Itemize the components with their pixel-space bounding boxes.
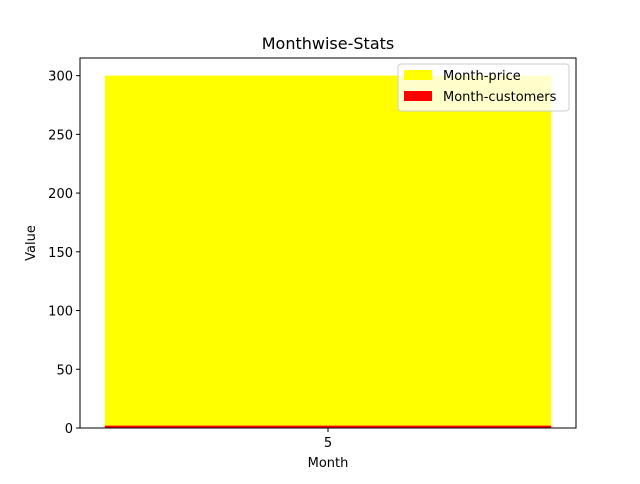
bar-month-price-5 [104,75,552,428]
y-axis-ticks: 0 50 100 150 200 250 300 [48,70,80,437]
y-tick-label: 100 [48,305,73,320]
bar-month-customers-5 [104,425,552,428]
x-axis-ticks: 5 [324,428,332,451]
legend: Month-price Month-customers [397,63,570,112]
y-axis-label: Value [24,225,39,261]
y-tick-label: 150 [48,246,73,261]
chart-title: Monthwise-Stats [262,34,394,53]
legend-box [397,63,570,112]
y-tick-label: 300 [48,70,73,85]
x-tick-label: 5 [324,436,332,451]
y-tick-label: 0 [65,422,73,437]
legend-swatch-month-customers [404,91,432,101]
x-axis-label: Month [308,456,349,471]
legend-label-month-customers: Month-customers [443,90,557,105]
y-tick-label: 50 [56,363,73,378]
legend-swatch-month-price [404,70,432,80]
bars-layer [104,75,552,428]
y-tick-label: 250 [48,128,73,143]
y-tick-label: 200 [48,187,73,202]
legend-label-month-price: Month-price [443,69,521,84]
